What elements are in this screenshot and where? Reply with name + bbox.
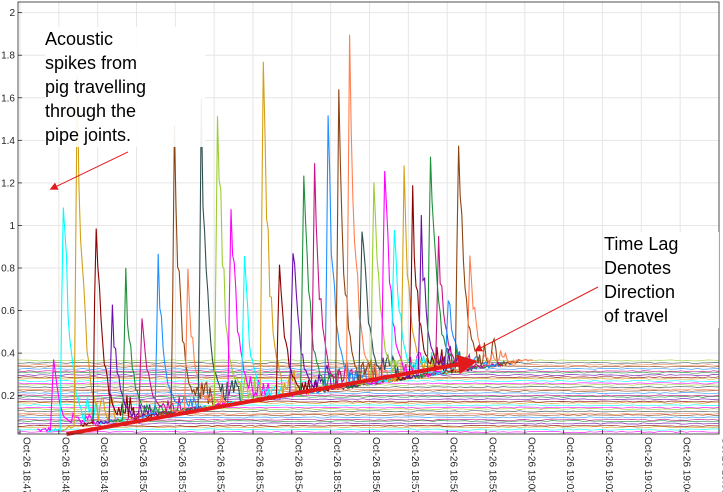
x-tick-label: Oct-26 18:47 <box>21 437 32 492</box>
x-tick-label: Oct-26 18:48 <box>59 437 70 492</box>
spike-trace <box>453 255 534 374</box>
baseline-trace <box>17 398 720 401</box>
x-tick-label: Oct-26 18:50 <box>137 437 148 492</box>
baseline-trace <box>17 424 719 427</box>
baseline-trace <box>17 430 719 433</box>
baseline-trace <box>17 389 720 392</box>
y-tick-label: 1.6 <box>1 93 15 104</box>
baseline-trace <box>17 428 720 431</box>
spike-trace <box>79 228 160 428</box>
x-tick-label: Oct-26 18:51 <box>176 437 187 492</box>
spike-trace <box>109 267 190 423</box>
y-tick-label: 1 <box>9 221 15 232</box>
y-tick-label: 1.8 <box>1 51 15 62</box>
spike-trace <box>95 304 176 425</box>
y-tick-labels: 0.2 0.4 0.6 0.8 1 1.2 1.4 1.6 1.8 2 <box>1 8 22 402</box>
y-tick-label: 0.6 <box>1 306 15 317</box>
x-tick-label: Oct-26 18:54 <box>292 437 303 492</box>
annotation-acoustic-spikes: Acoustic spikes from pig travelling thro… <box>45 27 205 147</box>
annotation-time-lag: Time Lag Denotes Direction of travel <box>604 232 719 328</box>
annotation-arrows <box>49 151 599 436</box>
baseline-trace <box>17 412 720 415</box>
x-tick-labels: Oct-26 18:47 Oct-26 18:48 Oct-26 18:49 Oct-… <box>19 430 723 492</box>
spike-trace <box>357 182 438 387</box>
baseline-trace <box>17 406 720 409</box>
baseline-trace <box>17 359 720 362</box>
x-tick-label: Oct-26 19:04 <box>681 437 692 492</box>
spike-trace <box>322 89 403 393</box>
baseline-trace <box>17 392 720 395</box>
spike-trace <box>276 253 357 399</box>
y-tick-label: 0.2 <box>1 391 15 402</box>
baseline-trace <box>17 395 720 398</box>
x-tick-label: Oct-26 18:59 <box>487 437 498 492</box>
time-lag-trend-arrow <box>66 354 478 436</box>
x-tick-label: Oct-26 19:02 <box>603 437 614 492</box>
x-tick-label: Oct-26 19:03 <box>642 437 653 492</box>
spike-trace <box>298 163 379 395</box>
x-tick-label: Oct-26 18:58 <box>448 437 459 492</box>
baseline-trace <box>18 410 719 413</box>
y-tick-label: 0.4 <box>1 349 15 360</box>
y-tick-label: 1.2 <box>1 178 15 189</box>
x-tick-label: Oct-26 18:56 <box>370 437 381 492</box>
baseline-trace <box>17 400 720 403</box>
x-tick-label: Oct-26 18:49 <box>98 437 109 492</box>
y-tick-label: 2 <box>9 8 15 19</box>
spike-trace <box>246 61 327 403</box>
y-tick-label: 0.8 <box>1 264 15 275</box>
x-tick-label: Oct-26 18:53 <box>254 437 265 492</box>
x-tick-label: Oct-26 19:05 <box>720 437 723 492</box>
baseline-trace <box>17 401 720 404</box>
x-tick-label: Oct-26 18:52 <box>215 437 226 492</box>
spike-trace <box>414 156 495 379</box>
baseline-traces <box>17 359 720 433</box>
y-tick-label: 1.4 <box>1 136 15 147</box>
x-tick-label: Oct-26 19:00 <box>525 437 536 492</box>
annotation-arrow-time-lag <box>474 286 599 352</box>
baseline-trace <box>17 404 720 407</box>
axes-frame <box>17 1 720 435</box>
spike-trace <box>311 115 392 394</box>
x-tick-label: Oct-26 18:57 <box>409 437 420 492</box>
baseline-trace <box>17 394 720 397</box>
baseline-trace <box>17 426 720 429</box>
baseline-trace <box>17 388 719 391</box>
x-tick-label: Oct-26 18:55 <box>331 437 342 492</box>
annotation-arrow-spikes <box>49 151 129 190</box>
baseline-trace <box>17 408 720 410</box>
x-tick-label: Oct-26 19:01 <box>564 437 575 492</box>
spike-trace <box>442 145 522 374</box>
